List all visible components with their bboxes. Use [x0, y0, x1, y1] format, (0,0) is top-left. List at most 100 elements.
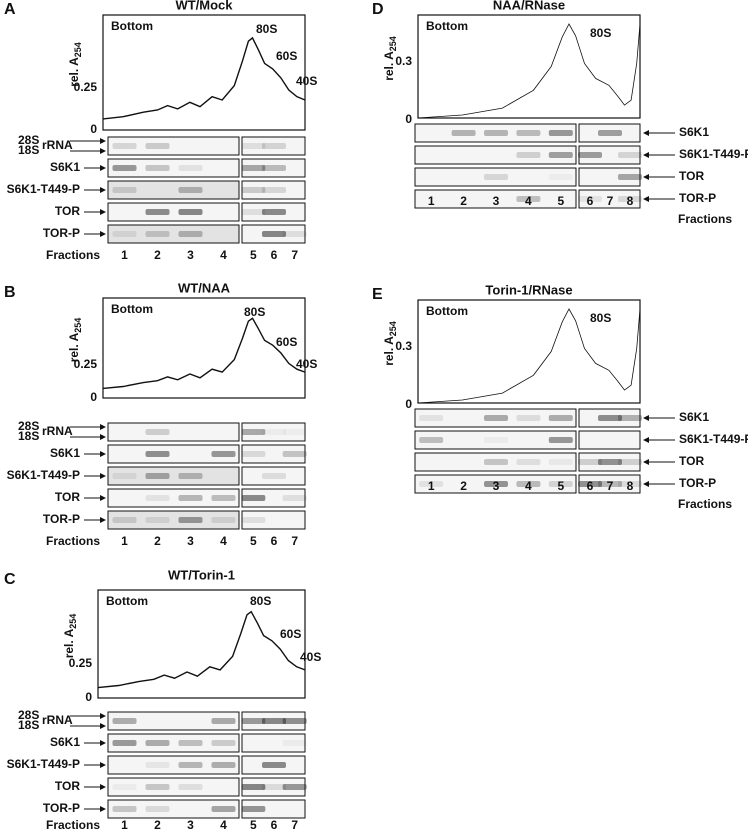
blot-segment: [578, 430, 641, 450]
blot-band: [548, 481, 573, 487]
y-axis-label-text: rel. A: [382, 336, 396, 366]
blot-band: [618, 481, 642, 487]
blot-label: S6K1: [679, 410, 709, 424]
blot-band: [282, 718, 307, 724]
marker-label: 18S: [18, 143, 39, 157]
blot-band: [419, 481, 444, 487]
y-axis-label-sub: 254: [73, 318, 83, 333]
fraction-number: 4: [220, 818, 227, 832]
fraction-number: 1: [121, 248, 128, 262]
blot-band: [548, 415, 573, 421]
y-tick-label: 0.3: [395, 339, 412, 353]
fraction-number: 4: [525, 194, 532, 208]
blot-band: [548, 174, 573, 180]
marker-label: 18S: [18, 718, 39, 732]
fraction-number: 6: [587, 479, 594, 493]
fraction-number: 6: [587, 194, 594, 208]
blot-band: [145, 740, 170, 746]
blot-band: [262, 762, 286, 768]
blot-label: S6K1: [50, 446, 80, 460]
fraction-number: 7: [291, 248, 298, 262]
bottom-label: Bottom: [106, 594, 148, 608]
y-tick-label: 0.25: [69, 656, 93, 670]
blot-segment: [107, 202, 240, 222]
blot-segment: [107, 422, 240, 442]
blot-segment: [414, 474, 577, 494]
peak-label: 80S: [244, 305, 265, 319]
y-axis-label-text: rel. A: [382, 51, 396, 81]
blot-band: [262, 209, 286, 215]
panel-letter: E: [372, 286, 383, 303]
y-tick-label: 0: [85, 690, 92, 704]
blot-segment: [414, 167, 577, 187]
profile-box: [417, 299, 641, 404]
blot-band: [516, 196, 541, 202]
fractions-label: Fractions: [678, 212, 732, 226]
y-axis-label: rel. A254: [67, 318, 83, 363]
peak-label: 40S: [296, 74, 317, 88]
profile-box: [102, 297, 306, 399]
blot-band: [484, 130, 508, 136]
peak-label: 80S: [256, 22, 277, 36]
blot-band: [145, 517, 170, 523]
fraction-number: 7: [607, 194, 614, 208]
y-axis-label: rel. A254: [382, 36, 398, 81]
panel-title: NAA/RNase: [493, 0, 565, 12]
blot-segment: [241, 510, 306, 530]
blot-band: [548, 459, 573, 465]
blot-label: S6K1-T449-P: [7, 468, 80, 482]
blot-segment: [107, 755, 240, 775]
blot-band: [548, 437, 573, 443]
blot-segment: [414, 408, 577, 428]
blot-label: TOR-P: [679, 476, 716, 490]
blot-band: [112, 231, 137, 237]
panel-letter: B: [4, 284, 16, 301]
fraction-number: 7: [291, 534, 298, 548]
blot-segment: [414, 430, 577, 450]
blot-band: [618, 152, 642, 158]
blot-band: [241, 806, 266, 812]
fractions-label: Fractions: [46, 248, 100, 262]
blot-band: [211, 517, 236, 523]
fraction-number: 2: [154, 818, 161, 832]
blot-band: [145, 762, 170, 768]
blot-band: [241, 718, 266, 724]
blot-band: [211, 806, 236, 812]
blot-band: [282, 784, 307, 790]
blot-band: [241, 165, 266, 171]
fraction-number: 5: [250, 248, 257, 262]
blot-band: [578, 196, 602, 202]
y-tick-label: 0: [405, 397, 412, 411]
blot-band: [178, 495, 203, 501]
blot-band: [178, 165, 203, 171]
blot-label: rRNA: [42, 713, 73, 727]
profile-box: [417, 14, 641, 119]
peak-label: 40S: [296, 357, 317, 371]
blot-label: TOR-P: [43, 512, 80, 526]
blot-band: [516, 481, 541, 487]
blot-band: [145, 165, 170, 171]
blot-band: [241, 429, 266, 435]
blot-segment: [241, 466, 306, 486]
panel-letter: A: [4, 1, 16, 18]
blot-segment: [107, 488, 240, 508]
blot-band: [262, 473, 286, 479]
blot-band: [145, 231, 170, 237]
blot-segment: [414, 145, 577, 165]
profile-curve: [97, 610, 306, 689]
bottom-label: Bottom: [111, 302, 153, 316]
y-axis-label-sub: 254: [388, 321, 398, 336]
blot-band: [262, 718, 286, 724]
blot-band: [211, 762, 236, 768]
profile-curve: [417, 23, 641, 119]
blot-label: TOR-P: [43, 801, 80, 815]
blot-label: S6K1-T449-P: [7, 182, 80, 196]
fraction-number: 5: [250, 534, 257, 548]
fraction-number: 6: [271, 534, 278, 548]
blot-band: [211, 451, 236, 457]
blot-segment: [414, 189, 577, 209]
blot-label: S6K1-T449-P: [679, 432, 748, 446]
